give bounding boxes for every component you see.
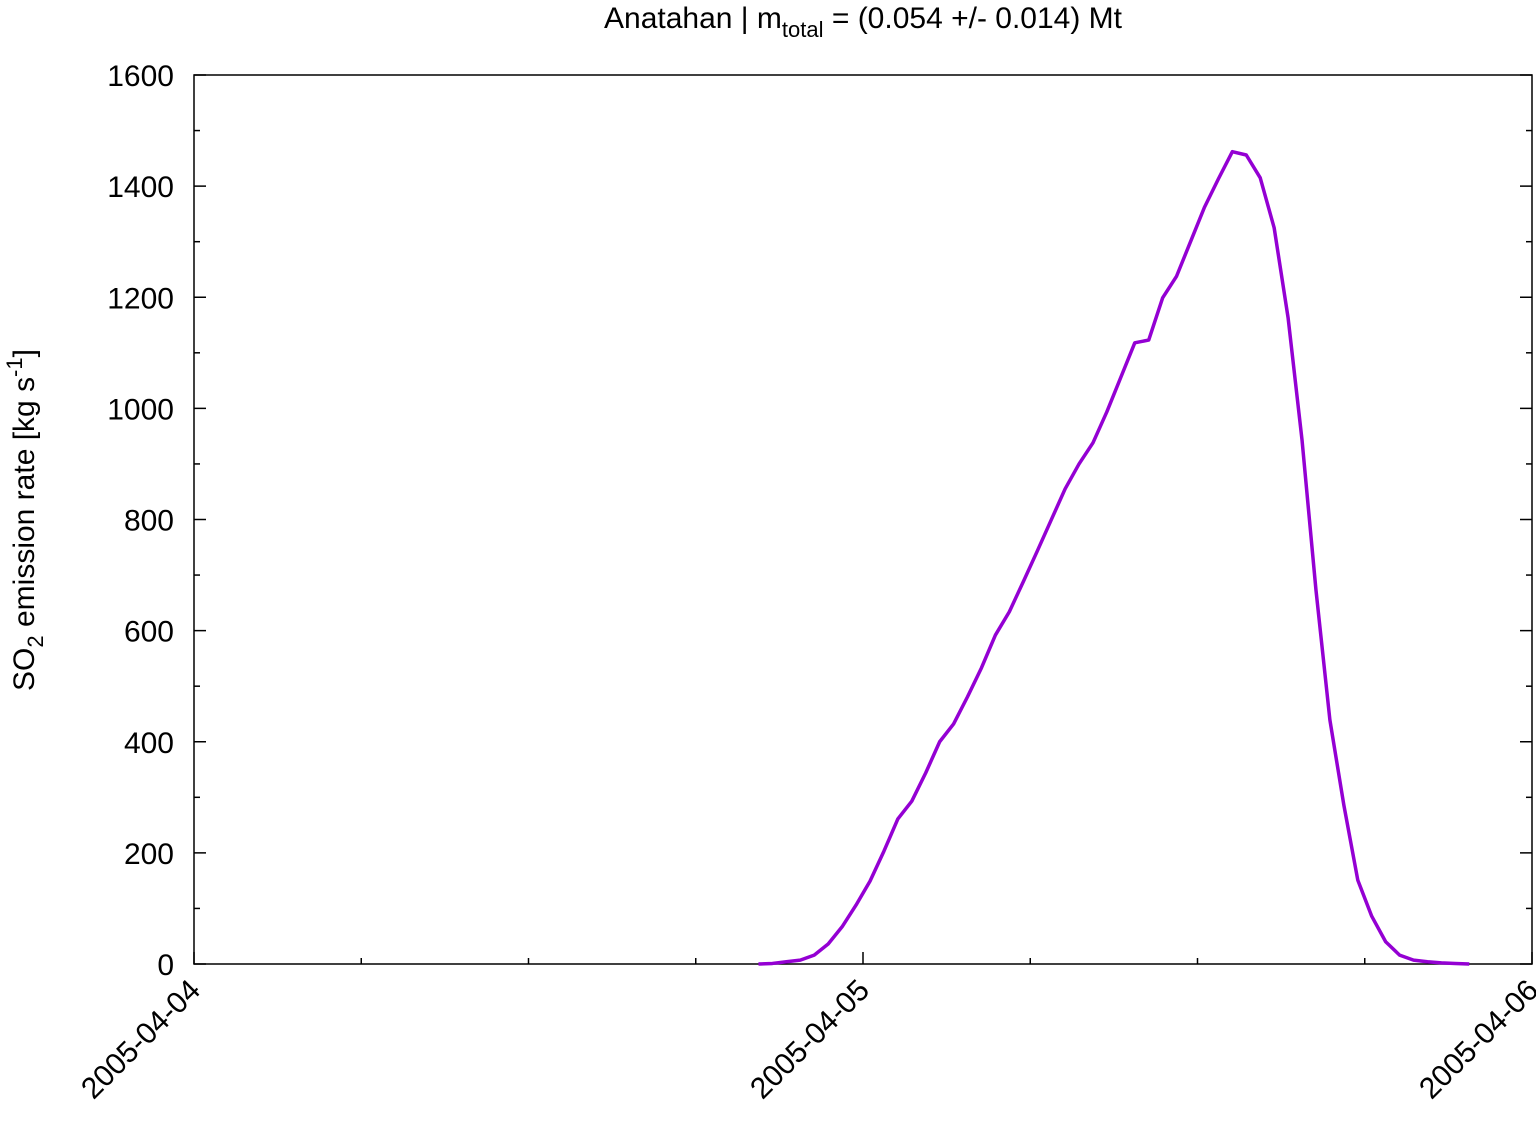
y-axis-label: SO2 emission rate [kg s-1] <box>2 349 48 691</box>
y-tick-label: 200 <box>124 838 174 871</box>
ylabel-part: SO <box>8 648 41 691</box>
ylabel-part: ] <box>8 349 41 357</box>
ylabel-part: emission rate [kg s <box>8 377 41 635</box>
x-tick-label: 2005-04-05 <box>744 974 876 1106</box>
y-tick-label: 400 <box>124 727 174 760</box>
y-tick-label: 1000 <box>107 393 174 426</box>
y-tick-label: 0 <box>157 949 174 982</box>
y-tick-label: 600 <box>124 616 174 649</box>
ylabel-superscript: -1 <box>2 357 27 377</box>
title-part: = (0.054 +/- 0.014) Mt <box>824 2 1123 35</box>
y-tick-label: 1400 <box>107 171 174 204</box>
x-tick-label: 2005-04-04 <box>75 974 207 1106</box>
ylabel-subscript: 2 <box>23 635 48 647</box>
data-line <box>758 149 1470 966</box>
y-tick-label: 1200 <box>107 282 174 315</box>
chart-title: Anatahan | mtotal = (0.054 +/- 0.014) Mt <box>604 2 1123 42</box>
plot-frame <box>193 74 1533 965</box>
y-tick-label: 800 <box>124 505 174 538</box>
title-part: Anatahan | m <box>604 2 782 35</box>
title-subscript: total <box>782 17 824 42</box>
y-tick-label: 1600 <box>107 60 174 93</box>
x-tick-label: 2005-04-06 <box>1413 974 1536 1106</box>
